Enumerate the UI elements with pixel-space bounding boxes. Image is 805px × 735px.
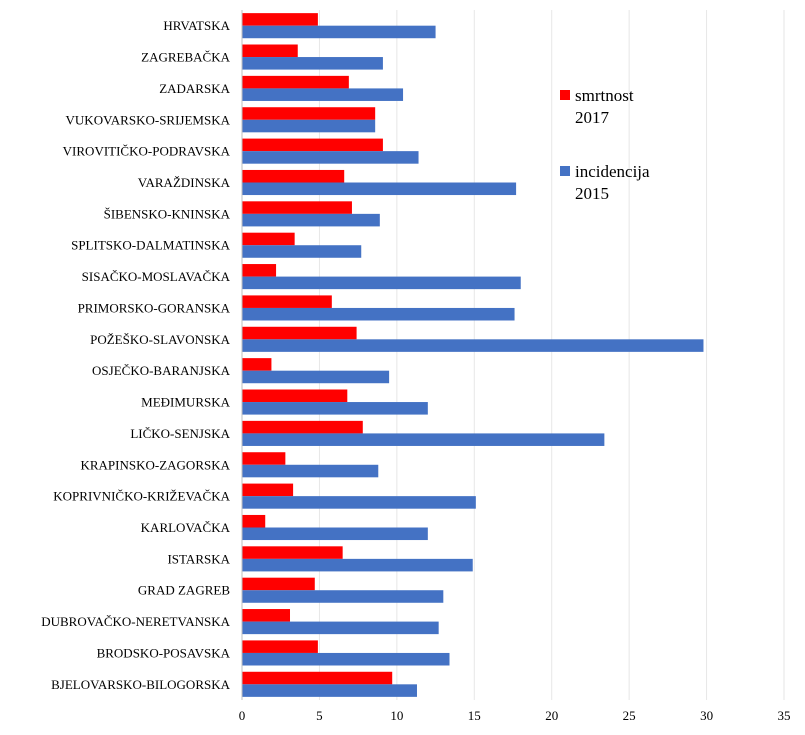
bar-incidencija-hrvatska	[242, 25, 436, 39]
x-tick-label: 20	[545, 708, 558, 723]
bar-smrtnost-dubrova-ko-neretvanska	[242, 609, 291, 622]
bar-smrtnost-karlova-ka	[242, 514, 266, 528]
category-label: DUBROVAČKO-NERETVANSKA	[41, 614, 230, 629]
category-label: PRIMORSKO-GORANSKA	[78, 300, 231, 315]
category-label: KOPRIVNIČKO-KRIŽEVAČKA	[53, 489, 230, 504]
bar-smrtnost-li-ko-senjska	[242, 420, 363, 434]
bar-incidencija-zadarska	[242, 88, 404, 101]
x-tick-label: 35	[778, 708, 791, 723]
legend-swatch-incidencija	[560, 166, 570, 176]
bar-smrtnost-splitsko-dalmatinska	[242, 232, 295, 246]
bar-incidencija-vukovarsko-srijemska	[242, 119, 376, 133]
bar-smrtnost-osje-ko-baranjska	[242, 358, 272, 371]
category-label: ŠIBENSKO-KNINSKA	[104, 206, 231, 221]
category-label: SPLITSKO-DALMATINSKA	[71, 238, 231, 253]
category-label: ISTARSKA	[167, 551, 230, 566]
bar-incidencija-koprivni-ko-kri-eva-ka	[242, 496, 476, 509]
legend-label-incidencija: incidencija	[575, 162, 650, 181]
x-tick-label: 15	[468, 708, 481, 723]
bar-incidencija-istarska	[242, 558, 473, 572]
bar-incidencija-bjelovarsko-bilogorska	[242, 684, 417, 697]
bars	[242, 13, 704, 697]
x-tick-label: 30	[700, 708, 713, 723]
category-label: KRAPINSKO-ZAGORSKA	[80, 457, 230, 472]
bar-incidencija-po-e-ko-slavonska	[242, 339, 704, 352]
bar-smrtnost-krapinsko-zagorska	[242, 452, 286, 465]
category-label: ZADARSKA	[159, 81, 230, 96]
legend-label-smrtnost-year: 2017	[575, 108, 610, 127]
bar-smrtnost-primorsko-goranska	[242, 295, 332, 308]
bar-smrtnost-koprivni-ko-kri-eva-ka	[242, 483, 294, 497]
category-label: POŽEŠKO-SLAVONSKA	[90, 332, 231, 347]
category-label: BJELOVARSKO-BILOGORSKA	[51, 677, 231, 692]
bar-smrtnost-brodsko-posavska	[242, 640, 318, 653]
category-label: SISAČKO-MOSLAVAČKA	[82, 269, 231, 284]
bar-incidencija-splitsko-dalmatinska	[242, 245, 362, 258]
category-label: BRODSKO-POSAVSKA	[97, 645, 231, 660]
x-tick-label: 25	[623, 708, 636, 723]
bar-smrtnost-viroviti-ko-podravska	[242, 138, 383, 152]
bar-incidencija-viroviti-ko-podravska	[242, 151, 419, 164]
category-label: KARLOVAČKA	[141, 520, 231, 535]
bar-incidencija-me-imurska	[242, 402, 428, 415]
bar-incidencija-brodsko-posavska	[242, 652, 450, 666]
x-tick-label: 5	[316, 708, 323, 723]
bar-smrtnost-sisa-ko-moslava-ka	[242, 264, 277, 277]
category-label: LIČKO-SENJSKA	[130, 426, 230, 441]
bar-smrtnost-hrvatska	[242, 13, 318, 26]
bar-smrtnost-istarska	[242, 546, 343, 559]
category-label: ZAGREBAČKA	[141, 50, 230, 65]
legend-label-incidencija-year: 2015	[575, 184, 609, 203]
category-label: HRVATSKA	[163, 18, 230, 33]
x-tick-label: 0	[239, 708, 246, 723]
bar-smrtnost-po-e-ko-slavonska	[242, 326, 357, 340]
bar-incidencija-osje-ko-baranjska	[242, 370, 390, 384]
category-label: VIROVITIČKO-PODRAVSKA	[63, 144, 231, 159]
bar-smrtnost-bjelovarsko-bilogorska	[242, 671, 393, 685]
legend-swatch-smrtnost	[560, 90, 570, 100]
grid-lines	[318, 10, 785, 700]
bar-incidencija-li-ko-senjska	[242, 433, 605, 446]
x-tick-label: 10	[390, 708, 403, 723]
bar-incidencija-grad-zagreb	[242, 590, 444, 603]
bar-incidencija-karlova-ka	[242, 527, 428, 541]
bar-incidencija-dubrova-ko-neretvanska	[242, 621, 439, 635]
axes: 0 5 10 15 20 25 30 35 HRVATSKA ZAGREBAČKA ZADARSKA…	[41, 10, 791, 723]
bar-incidencija-sisa-ko-moslava-ka	[242, 276, 521, 290]
bar-incidencija-ibensko-kninska	[242, 213, 380, 227]
bar-incidencija-vara-dinska	[242, 182, 517, 196]
category-label: VUKOVARSKO-SRIJEMSKA	[66, 112, 231, 127]
bar-smrtnost-vukovarsko-srijemska	[242, 107, 376, 120]
bar-incidencija-krapinsko-zagorska	[242, 464, 379, 478]
category-label: OSJEČKO-BARANJSKA	[92, 363, 231, 378]
bar-smrtnost-grad-zagreb	[242, 577, 315, 591]
bar-smrtnost-zagreba-ka	[242, 44, 298, 58]
bar-smrtnost-me-imurska	[242, 389, 348, 403]
bar-smrtnost-zadarska	[242, 75, 349, 89]
bar-smrtnost-vara-dinska	[242, 169, 345, 183]
legend-label-smrtnost: smrtnost	[575, 86, 634, 105]
bar-smrtnost-ibensko-kninska	[242, 201, 352, 214]
category-label: MEĐIMURSKA	[141, 395, 230, 410]
bar-incidencija-primorsko-goranska	[242, 307, 515, 321]
bar-incidencija-zagreba-ka	[242, 57, 383, 70]
category-label: GRAD ZAGREB	[138, 583, 230, 598]
legend: smrtnost 2017 incidencija 2015	[560, 86, 650, 203]
category-label: VARAŽDINSKA	[138, 175, 231, 190]
